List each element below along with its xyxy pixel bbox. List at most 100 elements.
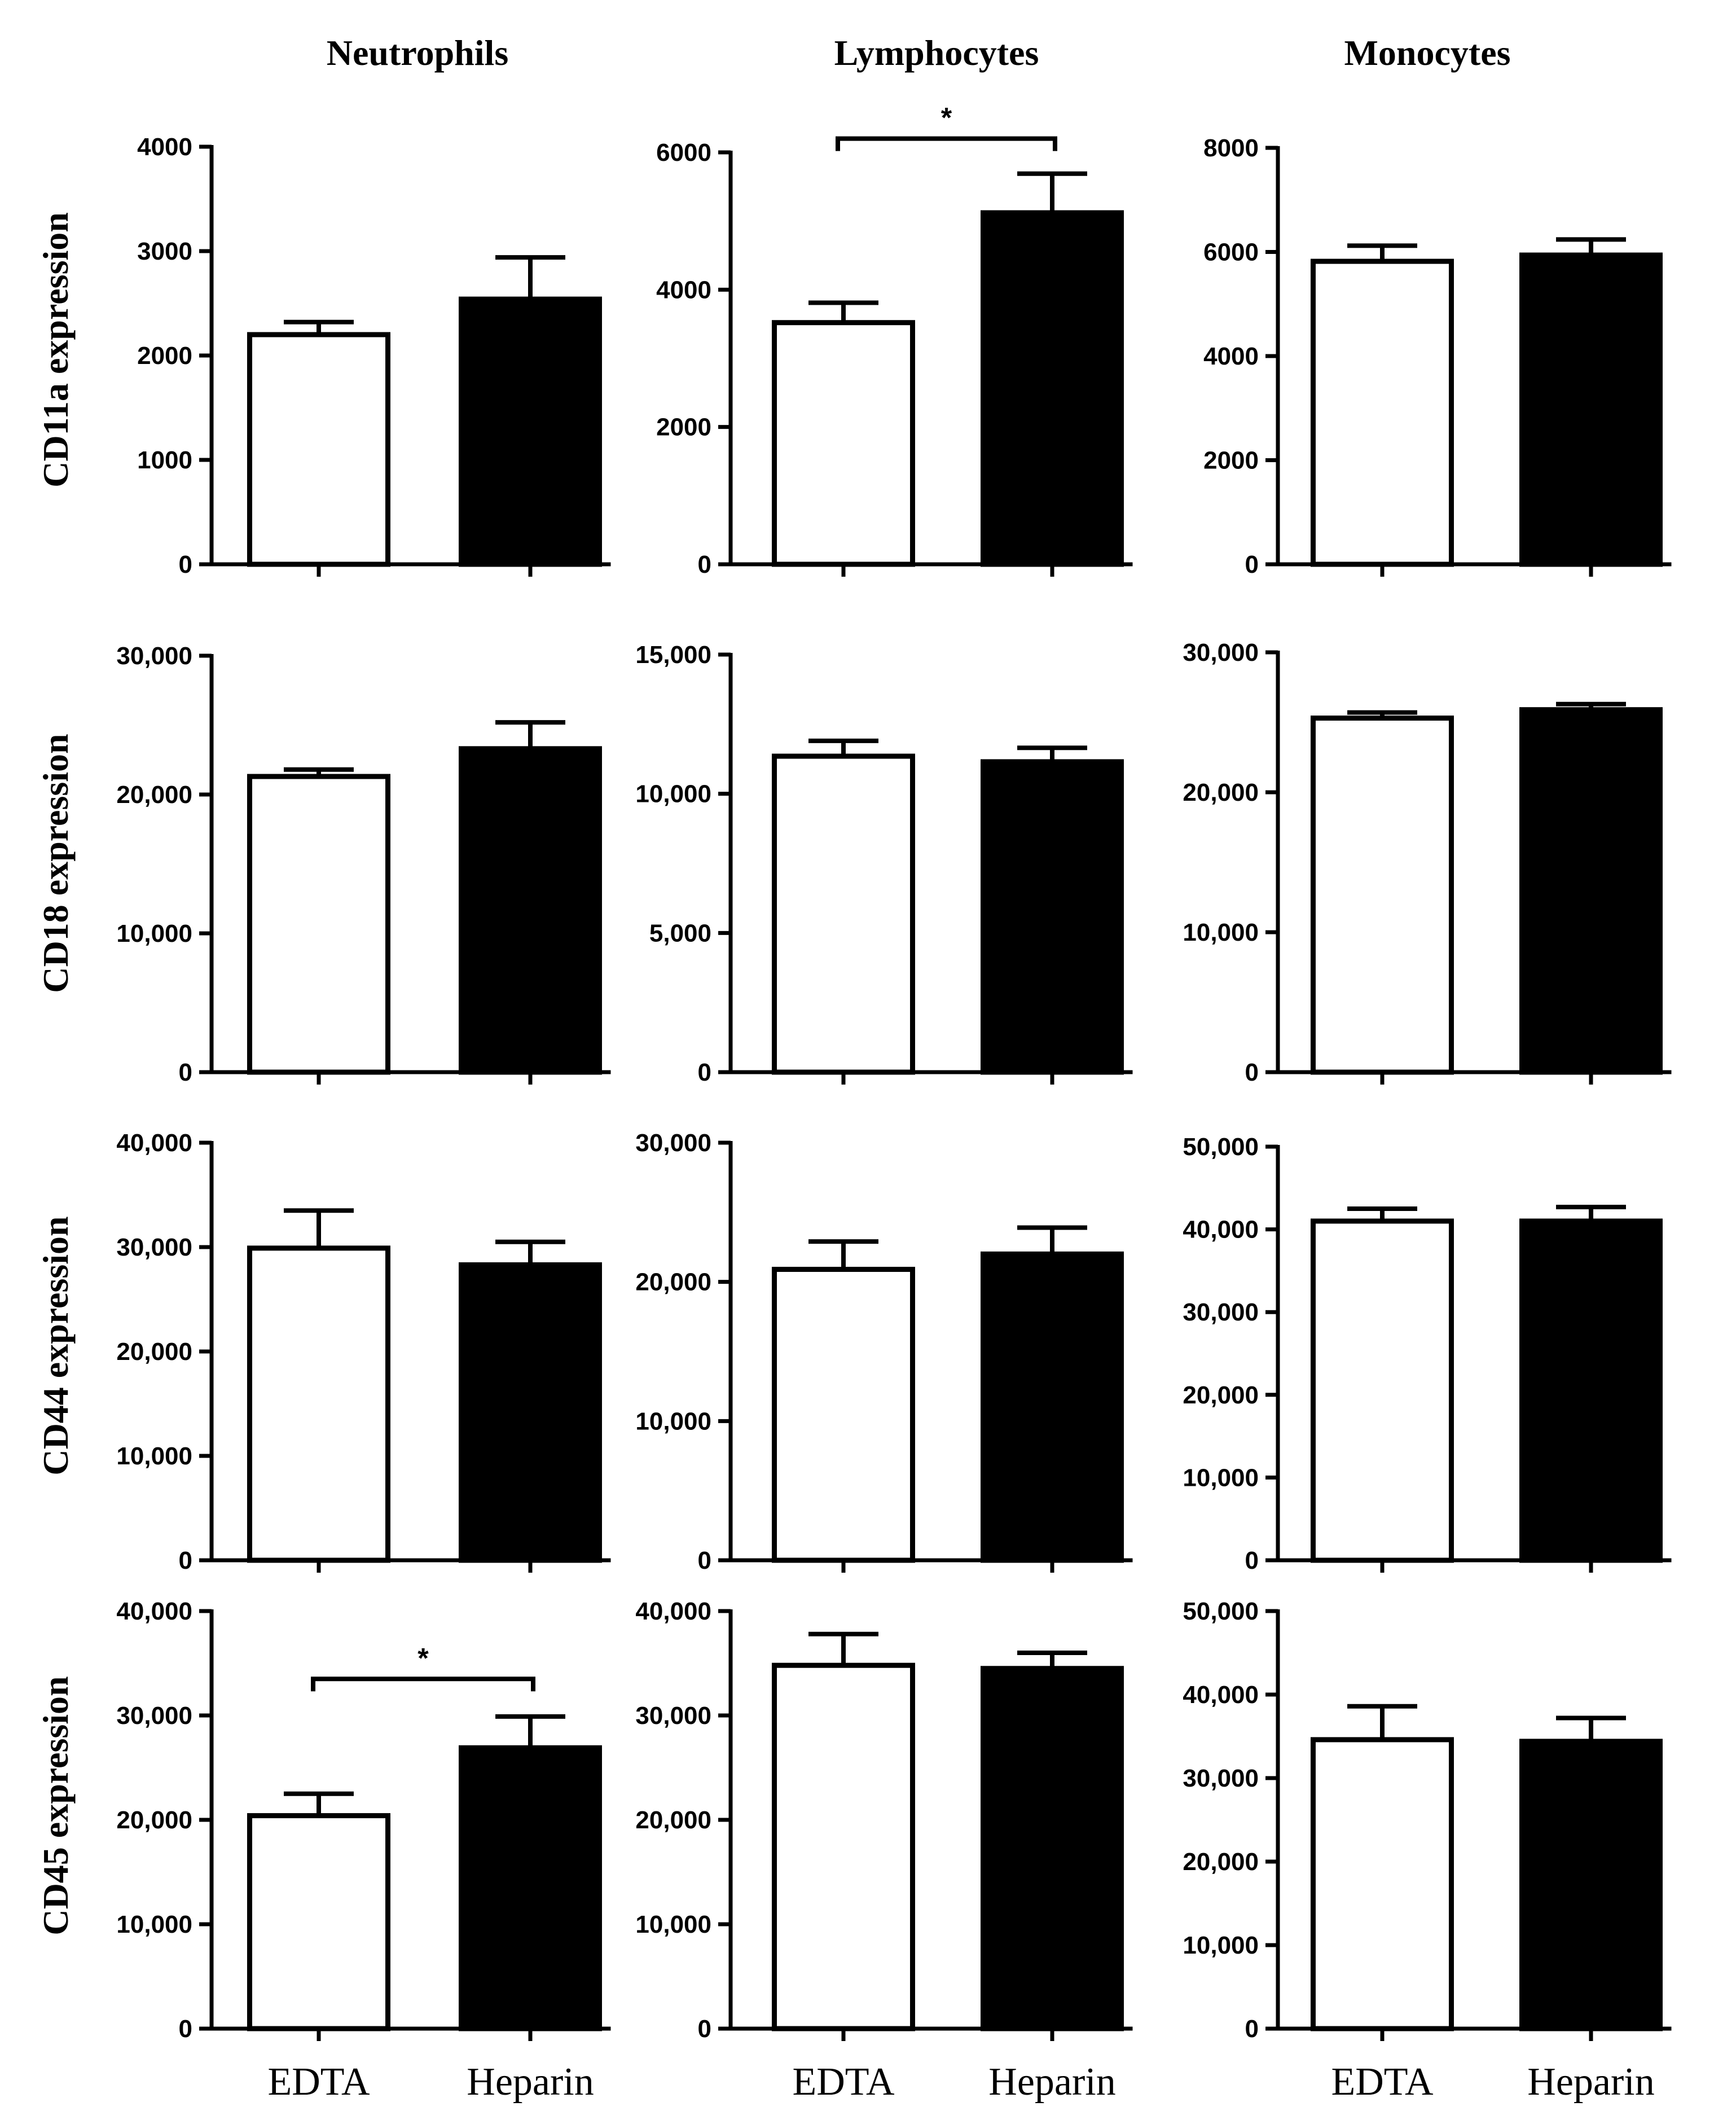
panel-2-1-y-tick-label: 0 [698,1547,711,1574]
panel-0-2-y-tick-label: 8000 [1203,134,1259,162]
panel-3-1-y-tick-label: 10,000 [635,1911,711,1938]
panel-3-1-bar-heparin [981,1666,1124,2031]
panel-3-0-y-tick-label: 0 [179,2015,192,2043]
panel-0-0-y-tick-label: 2000 [137,342,192,370]
panel-0-0-bar-edta [247,332,390,567]
panel-2-0-y-tick-label: 0 [179,1547,192,1574]
panel-2-2-bar-heparin [1519,1218,1663,1563]
x-label-heparin-lymphocytes: Heparin [988,2060,1115,2104]
panel-3-1-bar-edta [772,1662,915,2031]
panel-0-1-bar-edta [772,320,915,567]
panel-0-1-significance-label: * [941,102,952,134]
panel-3-2-y-tick-label: 30,000 [1183,1765,1259,1792]
panel-3-0-significance-label: * [417,1642,429,1674]
panel-3-1-y-tick-label: 0 [698,2015,711,2043]
panel-3-2-y-tick-label: 20,000 [1183,1848,1259,1876]
x-label-heparin-neutrophils: Heparin [467,2060,594,2104]
panel-1-1: 0 5,000 10,000 15,000 [635,641,1133,1086]
panel-1-0-bar-edta [247,774,390,1075]
panel-0-0-y-tick-label: 3000 [137,238,192,265]
panel-2-1-y-tick-label: 10,000 [635,1407,711,1435]
panel-2-1-bar-edta [772,1266,915,1563]
row-title-cd45: CD45 expression [36,1676,76,1935]
panel-3-2-y-tick-label: 40,000 [1183,1681,1259,1709]
panel-1-1-y-tick-label: 10,000 [635,780,711,808]
panel-2-2-y-tick-label: 20,000 [1183,1381,1259,1409]
panel-0-1-bar-heparin [981,210,1124,567]
panel-2-1: 0 10,000 20,000 30,000 [635,1129,1133,1574]
panel-3-0: 0 10,000 20,000 30,000 40,000 * [116,1598,611,2043]
panel-1-0-y-tick-label: 0 [179,1059,192,1086]
panel-1-2: 0 10,000 20,000 30,000 [1183,639,1672,1086]
panel-0-2-bar-heparin [1519,252,1663,567]
panel-1-1-bar-edta [772,753,915,1075]
panel-2-1-y-tick-label: 20,000 [635,1269,711,1296]
panel-0-2: 0 2000 4000 6000 8000 [1203,134,1672,578]
row-title-cd11a: CD11a expression [36,212,76,488]
panel-3-1: 0 10,000 20,000 30,000 40,000 [635,1598,1133,2043]
panel-0-2-y-tick-label: 6000 [1203,239,1259,266]
panel-2-0-y-tick-label: 40,000 [116,1129,192,1157]
panel-1-0-y-tick-label: 30,000 [116,642,192,670]
panel-3-1-y-tick-label: 40,000 [635,1598,711,1625]
panel-3-2: 0 10,000 20,000 30,000 40,000 50,000 [1183,1598,1672,2043]
panel-0-1-y-tick-label: 4000 [656,276,711,304]
panel-1-2-y-tick-label: 10,000 [1183,919,1259,946]
panel-2-2-y-tick-label: 30,000 [1183,1298,1259,1326]
panel-1-0: 0 10,000 20,000 30,000 [116,642,611,1086]
panel-1-2-bar-heparin [1519,707,1663,1075]
panel-2-1-y-tick-label: 30,000 [635,1129,711,1157]
panel-0-0-y-tick-label: 1000 [137,446,192,474]
panel-2-0-bar-heparin [459,1262,602,1563]
chart-panels: 0 1000 2000 3000 4000 0 2000 4000 6000 * 0 2000 4000… [116,102,1672,2043]
panel-1-1-y-tick-label: 15,000 [635,641,711,669]
panel-0-0-y-tick-label: 0 [179,551,192,578]
panel-0-1-y-tick-label: 6000 [656,139,711,166]
column-title-lymphocytes: Lymphocytes [834,33,1039,73]
panel-3-2-y-tick-label: 0 [1245,2015,1259,2043]
panel-0-1: 0 2000 4000 6000 * [656,102,1133,578]
panel-3-2-y-tick-label: 50,000 [1183,1598,1259,1625]
panel-2-0-y-tick-label: 20,000 [116,1338,192,1366]
x-label-edta-monocytes: EDTA [1331,2060,1433,2104]
panel-1-2-y-tick-label: 0 [1245,1059,1259,1086]
panel-1-0-y-tick-label: 10,000 [116,920,192,947]
panel-2-2-y-tick-label: 50,000 [1183,1133,1259,1161]
row-title-cd18: CD18 expression [36,734,76,993]
row-title-cd44: CD44 expression [36,1216,76,1475]
panel-0-1-y-tick-label: 0 [698,551,711,578]
panel-1-2-bar-edta [1311,716,1454,1075]
panel-3-2-bar-edta [1311,1737,1454,2031]
panel-1-0-bar-heparin [459,746,602,1075]
panel-0-0-bar-heparin [459,296,602,567]
panel-2-0-y-tick-label: 10,000 [116,1442,192,1470]
panel-1-1-y-tick-label: 5,000 [649,919,711,947]
panel-2-0: 0 10,000 20,000 30,000 40,000 [116,1129,611,1574]
panel-2-2: 0 10,000 20,000 30,000 40,000 50,000 [1183,1133,1672,1574]
panel-3-2-bar-heparin [1519,1739,1663,2031]
panel-2-0-y-tick-label: 30,000 [116,1234,192,1261]
panel-3-0-bar-heparin [459,1745,602,2031]
panel-3-0-y-tick-label: 20,000 [116,1806,192,1834]
column-title-neutrophils: Neutrophils [327,33,508,73]
panel-2-2-bar-edta [1311,1218,1454,1563]
x-label-edta-neutrophils: EDTA [267,2060,370,2104]
panel-3-1-y-tick-label: 30,000 [635,1702,711,1730]
panel-3-0-y-tick-label: 40,000 [116,1598,192,1625]
panel-0-2-bar-edta [1311,258,1454,567]
column-title-monocytes: Monocytes [1344,33,1510,73]
panel-3-2-y-tick-label: 10,000 [1183,1932,1259,1959]
panel-2-2-y-tick-label: 0 [1245,1547,1259,1574]
panel-0-2-y-tick-label: 0 [1245,551,1259,578]
panel-0-1-y-tick-label: 2000 [656,414,711,441]
panel-2-2-y-tick-label: 10,000 [1183,1464,1259,1491]
panel-2-0-bar-edta [247,1245,390,1563]
panel-2-2-y-tick-label: 40,000 [1183,1216,1259,1244]
panel-2-1-bar-heparin [981,1251,1124,1563]
panel-3-0-bar-edta [247,1813,390,2031]
panel-0-0-y-tick-label: 4000 [137,133,192,161]
panel-0-2-y-tick-label: 4000 [1203,343,1259,370]
panel-1-0-y-tick-label: 20,000 [116,781,192,809]
panel-0-0: 0 1000 2000 3000 4000 [137,133,611,578]
